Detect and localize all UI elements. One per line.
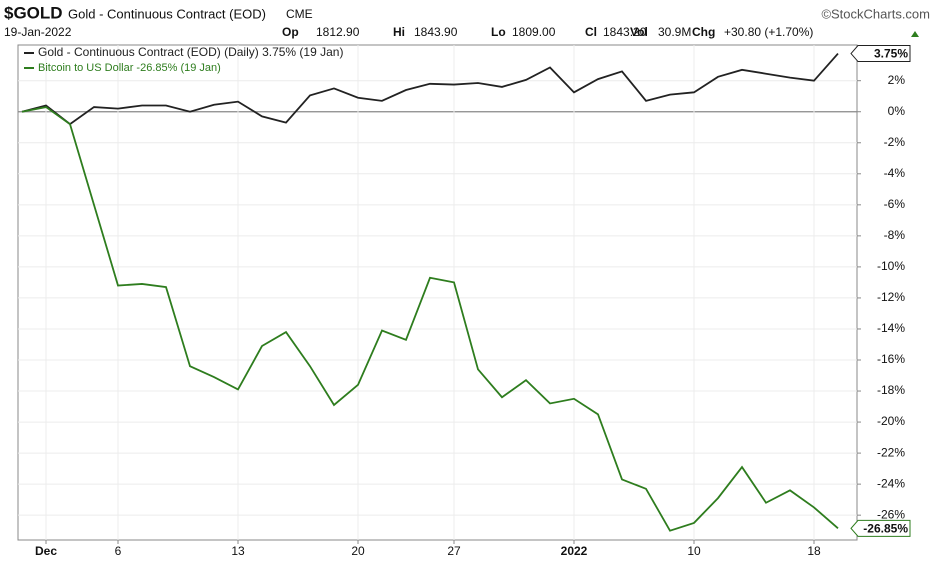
- x-tick-label: 2022: [561, 544, 588, 558]
- quote-value: 1843.20: [603, 25, 647, 39]
- y-tick-label: -20%: [877, 414, 905, 428]
- x-tick-label: 6: [115, 544, 122, 558]
- y-tick-label: -8%: [884, 228, 906, 242]
- y-tick-label: -22%: [877, 445, 905, 459]
- y-tick-label: -24%: [877, 476, 905, 490]
- y-tick-label: 0%: [888, 104, 906, 118]
- legend-label: Bitcoin to US Dollar -26.85% (19 Jan): [38, 62, 221, 74]
- up-arrow: [911, 31, 919, 37]
- series-line: [21, 106, 839, 532]
- x-tick-label: 13: [231, 544, 245, 558]
- source: ©StockCharts.com: [821, 6, 930, 21]
- y-tick-label: -14%: [877, 321, 905, 335]
- quote-label: Lo: [491, 25, 506, 39]
- series-line: [21, 52, 839, 126]
- quote-label: Chg: [692, 25, 715, 39]
- y-tick-label: -4%: [884, 166, 906, 180]
- x-tick-label: 27: [447, 544, 461, 558]
- exchange: CME: [286, 7, 313, 21]
- y-tick-label: -2%: [884, 135, 906, 149]
- end-label-box: [850, 45, 911, 63]
- y-tick-label: -18%: [877, 383, 905, 397]
- quote-label: Cl: [585, 25, 597, 39]
- x-tick-label: 20: [351, 544, 365, 558]
- symbol: $GOLD: [4, 3, 63, 22]
- x-tick-label: Dec: [35, 544, 57, 558]
- end-label: 3.75%: [874, 47, 908, 61]
- end-label-box: [850, 519, 911, 537]
- y-tick-label: -16%: [877, 352, 905, 366]
- instrument-name: Gold - Continuous Contract (EOD): [68, 6, 266, 21]
- x-tick-label: 18: [807, 544, 821, 558]
- quote-label: Vol: [630, 25, 648, 39]
- quote-value: +30.80 (+1.70%): [724, 25, 813, 39]
- quote-label: Hi: [393, 25, 405, 39]
- y-tick-label: 2%: [888, 73, 906, 87]
- y-tick-label: -26%: [877, 507, 905, 521]
- y-tick-label: -12%: [877, 290, 905, 304]
- y-tick-label: -6%: [884, 197, 906, 211]
- quote-value: 1812.90: [316, 25, 360, 39]
- legend-label: Gold - Continuous Contract (EOD) (Daily)…: [38, 45, 343, 59]
- quote-value: 30.9M: [658, 25, 691, 39]
- quote-label: Op: [282, 25, 299, 39]
- quote-value: 1809.00: [512, 25, 556, 39]
- y-tick-label: -10%: [877, 259, 905, 273]
- quote-value: 1843.90: [414, 25, 458, 39]
- date: 19-Jan-2022: [4, 25, 72, 39]
- plot-frame: [17, 44, 858, 541]
- end-label: -26.85%: [863, 522, 908, 536]
- x-tick-label: 10: [687, 544, 701, 558]
